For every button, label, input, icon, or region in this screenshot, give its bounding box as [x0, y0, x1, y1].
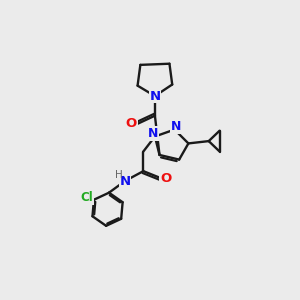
Text: N: N [149, 90, 161, 103]
Text: O: O [125, 117, 137, 130]
Text: Cl: Cl [81, 191, 93, 204]
Text: H: H [115, 169, 122, 180]
Text: O: O [160, 172, 171, 184]
Text: N: N [171, 120, 182, 133]
Text: N: N [119, 175, 130, 188]
Text: N: N [148, 127, 158, 140]
